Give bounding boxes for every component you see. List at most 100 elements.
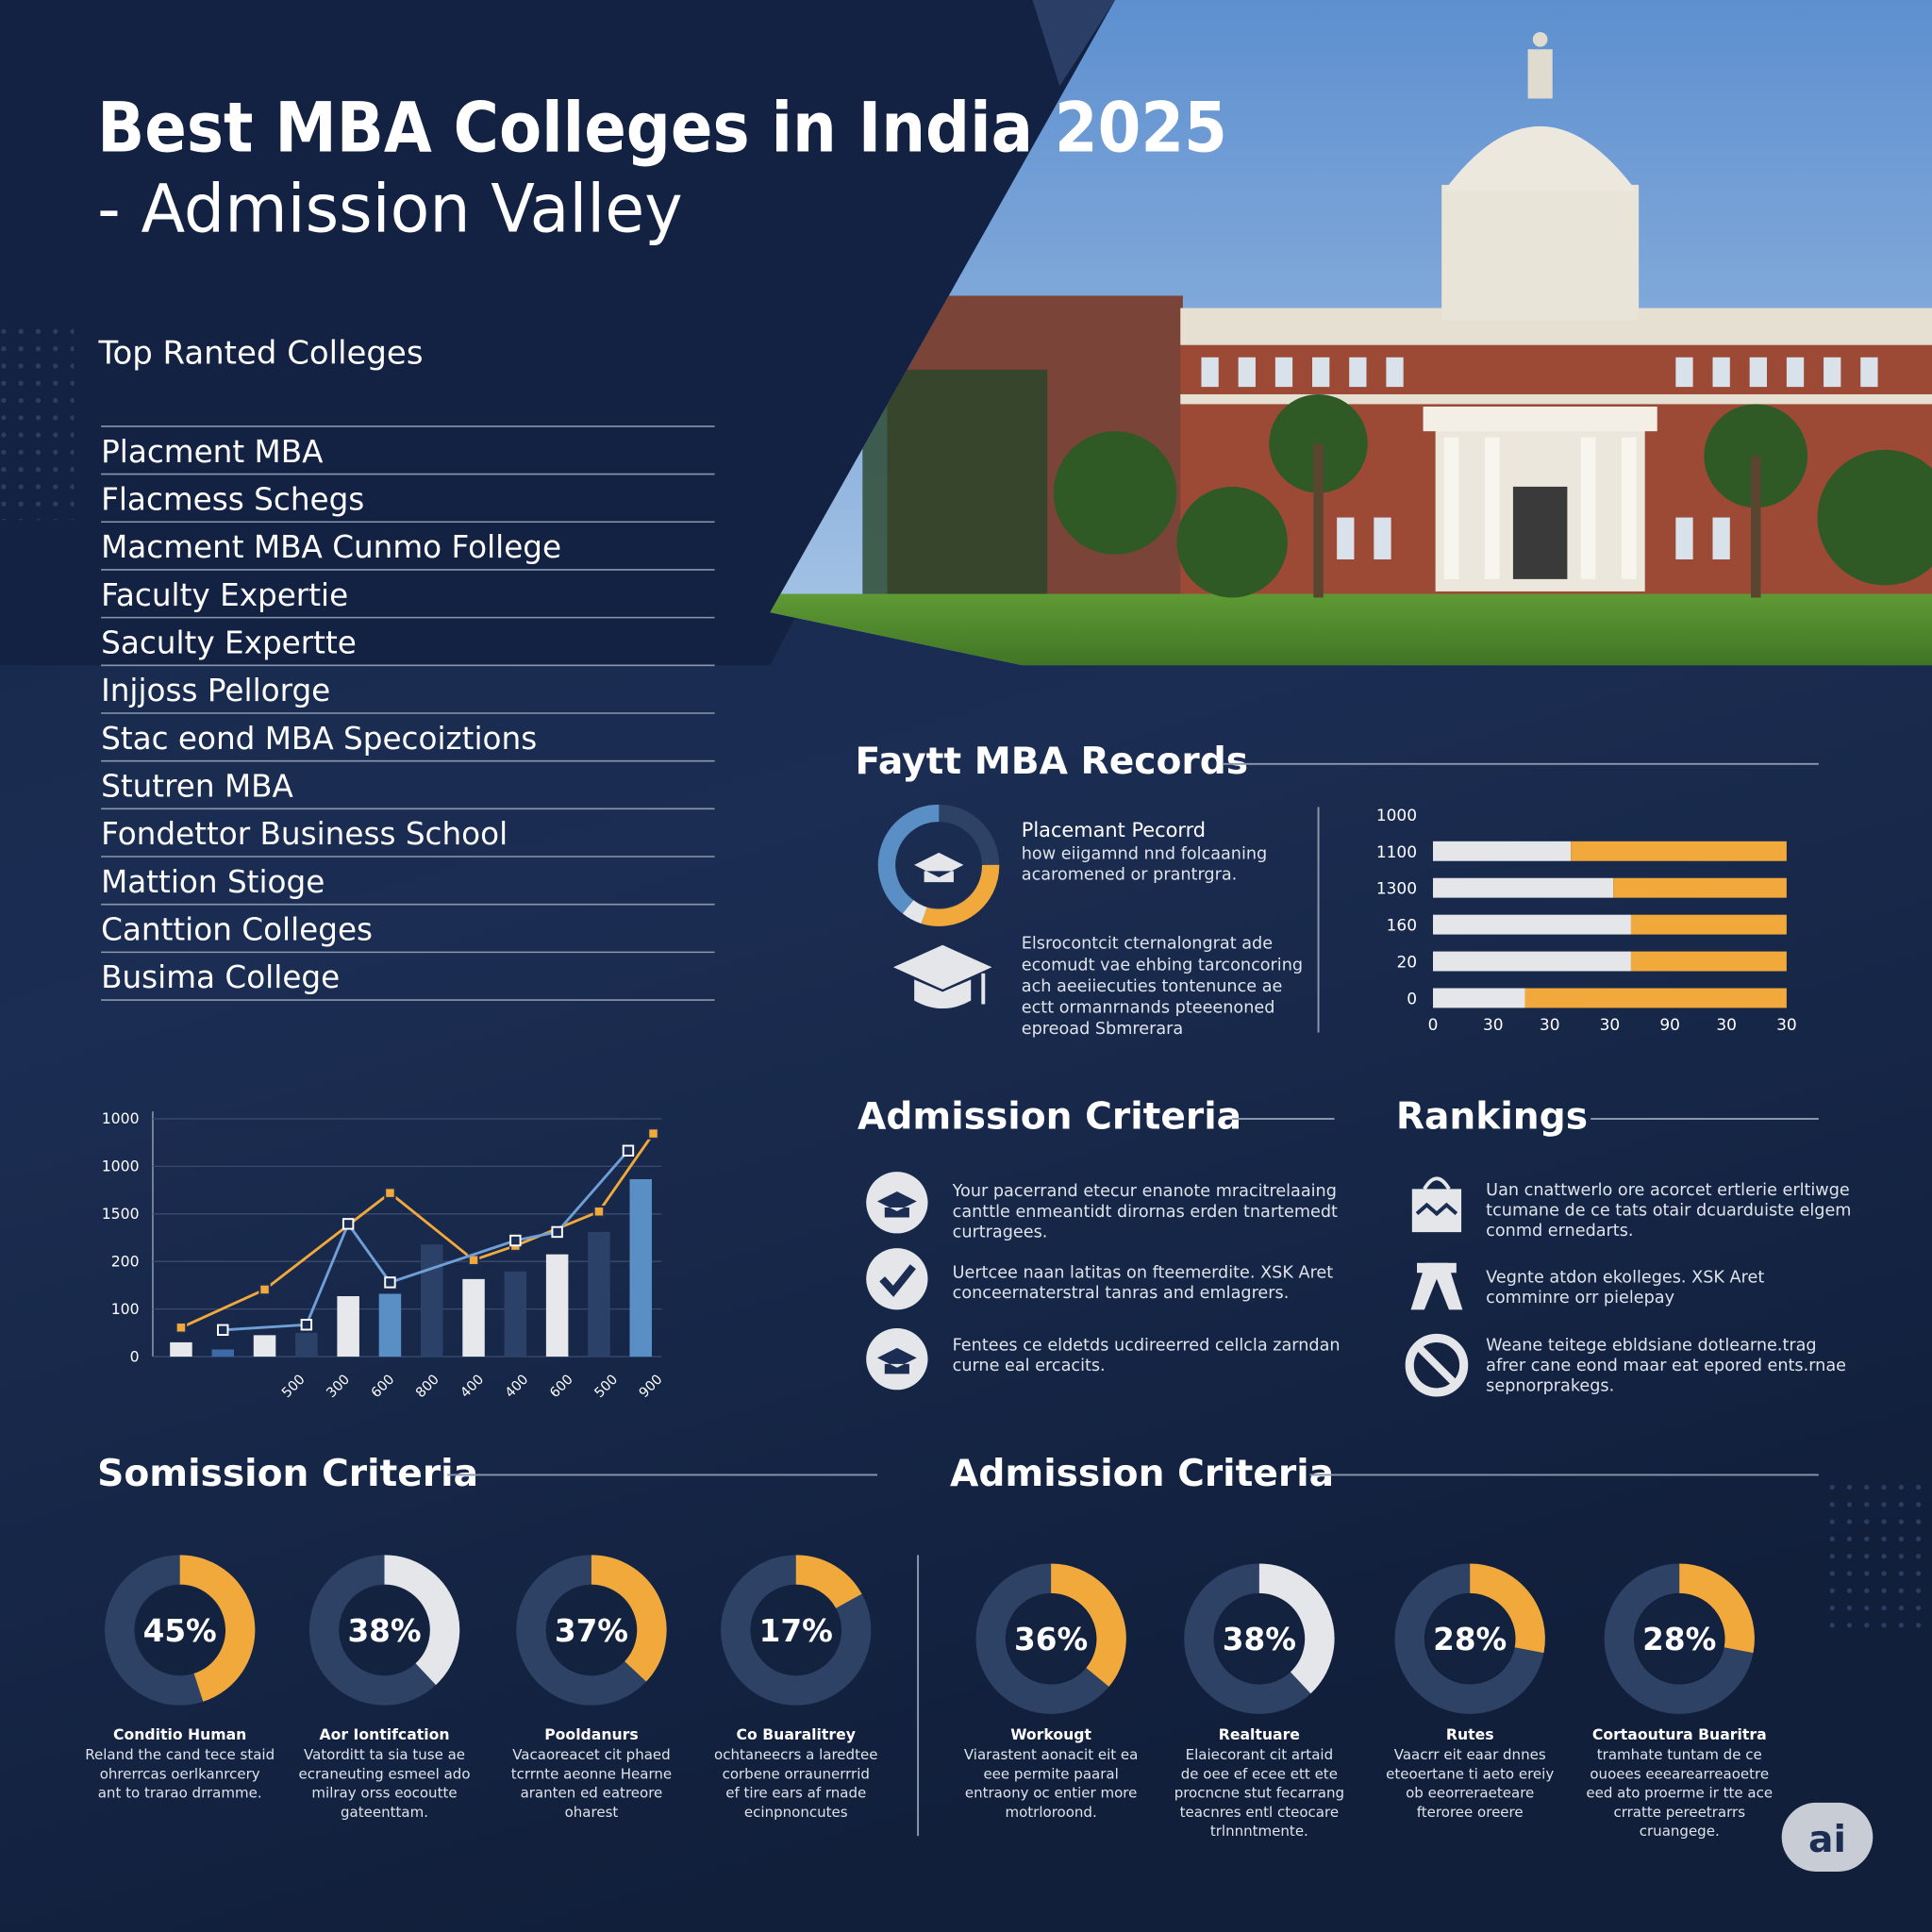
donut-arc	[383, 1555, 460, 1686]
caption-title: Rutes	[1446, 1725, 1494, 1743]
body-text: ef tire ears af rnade	[725, 1785, 866, 1802]
bar	[504, 1271, 527, 1357]
y-tick-label: 1000	[102, 1109, 140, 1127]
caption-title: Co Buaralitrey	[737, 1725, 856, 1743]
section-heading: Admission Criteria	[858, 1095, 1241, 1138]
donut-value: 38%	[347, 1613, 421, 1649]
x-tick-label: 0	[1428, 1016, 1439, 1035]
y-tick-label: 1300	[1376, 880, 1417, 899]
donut-hole	[1007, 1594, 1096, 1684]
section-heading: Rankings	[1396, 1095, 1588, 1138]
body-text: ecinpnoncutes	[744, 1804, 848, 1821]
body-text: ecraneuting esmeel ado	[298, 1765, 470, 1782]
criteria-text: Your pacerrand etecur enanote mracitrela…	[952, 1181, 1852, 1396]
caption-title: Aor Iontifcation	[319, 1725, 449, 1743]
bar	[588, 1231, 610, 1357]
body-text: ecomudt vae ehbing tarconcoring	[1022, 956, 1303, 974]
bar-segment	[1630, 951, 1787, 972]
x-tick-label: 30	[1776, 1016, 1797, 1035]
college-name: Canttion Colleges	[101, 912, 373, 948]
x-tick-label: 90	[1659, 1016, 1680, 1035]
x-tick-label: 30	[1483, 1016, 1504, 1035]
body-text: cruangege.	[1640, 1823, 1720, 1840]
y-tick-label: 1500	[102, 1205, 140, 1223]
body-text: ouoees eeearearreaoetre	[1590, 1765, 1769, 1782]
body-text: ohrerrcas oerlkanrcery	[100, 1765, 260, 1782]
college-name: Placment MBA	[101, 434, 324, 470]
caption-title: Realtuare	[1219, 1725, 1300, 1743]
body-text: milray orss eocoutte	[311, 1785, 457, 1802]
donut-value: 45%	[143, 1613, 217, 1649]
y-tick-label: 1100	[1376, 843, 1417, 862]
donut-value: 37%	[555, 1613, 628, 1649]
body-text: entraony oc entier more	[965, 1785, 1138, 1802]
section-heading: Somission Criteria	[97, 1453, 478, 1495]
body-text: tcumane de ce tats otair dcuarduiste elg…	[1486, 1201, 1851, 1220]
bar	[378, 1293, 402, 1357]
body-text: Fentees ce eldetds ucdireerred cellcla z…	[953, 1337, 1341, 1356]
donut-value: 36%	[1014, 1622, 1088, 1657]
college-name: Stutren MBA	[101, 769, 293, 805]
college-name: Mattion Stioge	[101, 864, 325, 900]
college-name: Flacmess Schegs	[101, 481, 364, 517]
badge-text: ai	[1808, 1819, 1846, 1861]
college-name: Faculty Expertie	[101, 577, 348, 613]
line-marker	[647, 1127, 659, 1140]
body-text: Vatorditt ta sia tuse ae	[304, 1746, 465, 1763]
body-text: eteoertane ti aeto ereiy	[1386, 1765, 1554, 1782]
donut-hole	[135, 1585, 225, 1675]
body-text: comminre orr pielepay	[1486, 1289, 1674, 1307]
body-text: crratte pereetrarrs	[1613, 1804, 1745, 1821]
body-text: ochtaneecrs a laredtee	[714, 1746, 877, 1763]
ranking-icons	[1405, 1176, 1469, 1397]
body-text: trlnnntmente.	[1210, 1823, 1308, 1840]
donut-hole	[1214, 1594, 1304, 1684]
body-text: Elaiecorant cit artaid	[1186, 1746, 1334, 1763]
line-marker	[384, 1187, 396, 1199]
body-text: ant to trarao drramme.	[98, 1785, 262, 1802]
line-marker	[175, 1322, 188, 1334]
line-marker	[341, 1218, 355, 1230]
donut-value: 17%	[759, 1613, 833, 1649]
x-tick-label: 30	[1716, 1016, 1737, 1035]
body-text: Weane teitege ebldsiane dotlearne.trag	[1486, 1337, 1816, 1356]
body-text: conceernaterstral tanras and emlagrers.	[953, 1284, 1290, 1303]
caption-title: Pooldanurs	[544, 1725, 638, 1743]
body-text: teacnres entl cteocare	[1180, 1804, 1339, 1821]
body-text: afrer cane eond maar eat epored ents.rna…	[1486, 1357, 1846, 1375]
donut-arc	[1258, 1563, 1335, 1694]
body-text: aranten ed eatreore	[521, 1785, 663, 1802]
body-text: acaromened or prantrgra.	[1022, 866, 1237, 885]
line-marker	[592, 1206, 606, 1218]
bar-segment	[1433, 988, 1525, 1008]
college-list: Placment MBA Flacmess Schegs Macment MBA C…	[101, 425, 715, 1001]
y-tick-label: 200	[111, 1252, 140, 1270]
body-text: procncne stut fecarrang	[1174, 1785, 1344, 1802]
bar	[170, 1341, 192, 1357]
body-text: epreoad Sbmrerara	[1022, 1020, 1183, 1039]
body-text: de oee ef ecee ett ete	[1181, 1765, 1338, 1782]
line-marker	[622, 1144, 635, 1157]
bar	[295, 1332, 318, 1357]
donut-arc	[1050, 1563, 1126, 1687]
title: Best MBA Colleges in India 2025	[97, 89, 1227, 169]
body-text: canttle enmeantidt dirornas erden tnarte…	[953, 1203, 1338, 1222]
body-text: conmd ernedarts.	[1486, 1222, 1633, 1241]
caption-title: Workougt	[1010, 1725, 1091, 1743]
body-text: ectt ormanrnands pteeenoned	[1022, 999, 1275, 1018]
bar-segment	[1571, 841, 1787, 861]
bar	[629, 1178, 652, 1357]
y-tick-label: 0	[130, 1347, 140, 1365]
donut-value: 28%	[1433, 1622, 1507, 1657]
section-heading: Top Ranted Colleges	[97, 334, 423, 372]
bar-segment	[1630, 914, 1787, 935]
body-text: Viarastent aonacit eit ea	[964, 1746, 1139, 1763]
donut-arc	[179, 1555, 256, 1702]
donut-value: 28%	[1642, 1622, 1716, 1657]
body-text: eee permite paaral	[983, 1765, 1118, 1782]
y-tick-label: 20	[1396, 954, 1417, 973]
records-text: Placemant Pecorrd how eiigamnd nnd folcaa…	[1022, 819, 1303, 1039]
body-text: eed ato proerme ir tte ace	[1586, 1785, 1773, 1802]
